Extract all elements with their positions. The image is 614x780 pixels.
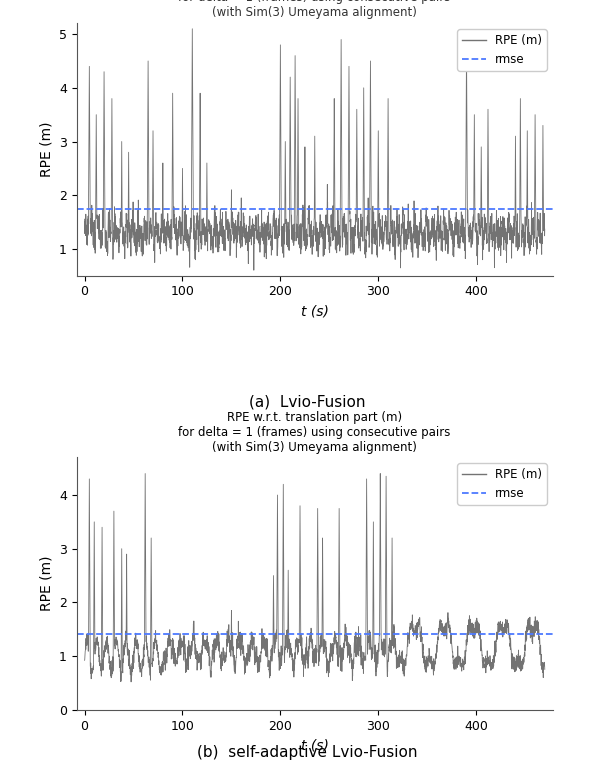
Legend: RPE (m), rmse: RPE (m), rmse — [457, 30, 546, 71]
Title: RPE w.r.t. translation part (m)
for delta = 1 (frames) using consecutive pairs
(: RPE w.r.t. translation part (m) for delt… — [179, 0, 451, 20]
X-axis label: t (s): t (s) — [301, 738, 328, 752]
Y-axis label: RPE (m): RPE (m) — [39, 556, 53, 612]
Legend: RPE (m), rmse: RPE (m), rmse — [457, 463, 546, 505]
Text: (a)  Lvio-Fusion: (a) Lvio-Fusion — [249, 394, 365, 410]
Title: RPE w.r.t. translation part (m)
for delta = 1 (frames) using consecutive pairs
(: RPE w.r.t. translation part (m) for delt… — [179, 410, 451, 453]
Y-axis label: RPE (m): RPE (m) — [39, 122, 53, 177]
X-axis label: t (s): t (s) — [301, 304, 328, 318]
Text: (b)  self-adaptive Lvio-Fusion: (b) self-adaptive Lvio-Fusion — [196, 745, 418, 760]
